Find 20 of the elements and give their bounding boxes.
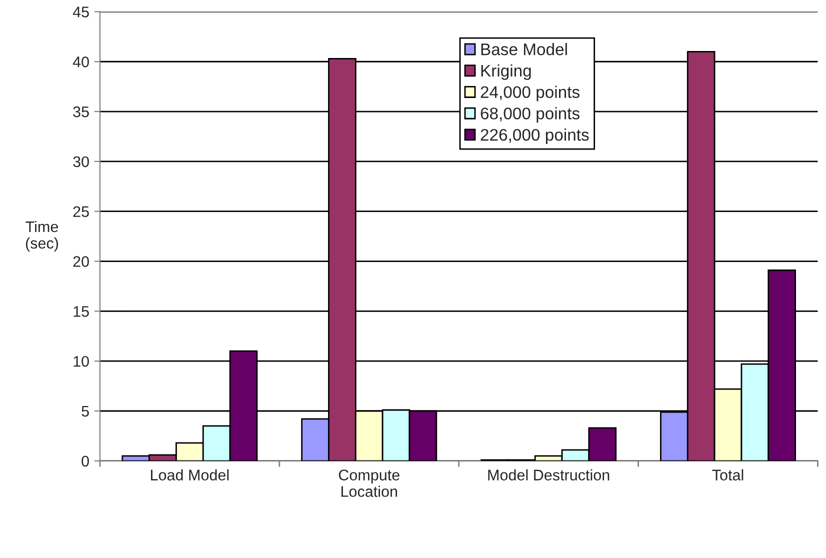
y-tick-label: 15	[74, 306, 89, 317]
y-tick-label: 10	[74, 356, 89, 367]
legend-label: 226,000 points	[480, 128, 589, 144]
x-tick-label: Total	[712, 469, 744, 480]
y-axis-title: Time (sec)	[26, 220, 58, 252]
y-tick-label: 0	[82, 456, 89, 467]
x-tick-label: Load Model	[151, 469, 229, 480]
y-tick-label: 25	[73, 206, 89, 218]
y-tick-label: 5	[82, 406, 89, 417]
y-tick-label: 35	[73, 106, 89, 118]
x-tick-label: Compute Location	[338, 470, 400, 497]
y-tick-label: 40	[72, 56, 89, 68]
y-tick-label: 45	[72, 6, 89, 18]
legend-label: Kriging	[481, 64, 531, 80]
x-tick-label: Model Destruction	[488, 469, 610, 480]
legend-label: 24,000 points	[480, 86, 580, 102]
y-tick-label: 20	[73, 256, 89, 267]
legend-label: 68,000 points	[480, 107, 580, 123]
legend-label: Base Model	[481, 43, 567, 56]
y-tick-label: 30	[73, 156, 89, 168]
